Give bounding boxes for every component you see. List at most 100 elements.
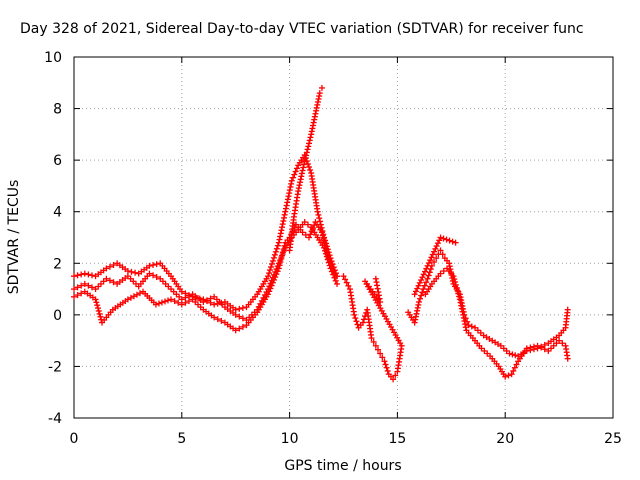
data-point-interp <box>383 364 390 371</box>
data-point-interp <box>392 372 399 379</box>
data-point-interp <box>453 284 460 291</box>
data-point-interp <box>155 300 162 307</box>
data-point <box>316 90 323 97</box>
data-point-interp <box>304 221 311 228</box>
data-point-interp <box>379 354 386 361</box>
data-point-interp <box>78 282 85 289</box>
data-point <box>508 371 515 378</box>
data-point-interp <box>321 239 328 246</box>
data-point-interp <box>305 143 312 150</box>
data-point <box>168 296 175 303</box>
plot-frame <box>73 56 614 419</box>
data-point-interp <box>96 310 103 317</box>
data-point <box>232 327 239 334</box>
data-point <box>299 167 306 174</box>
data-point-interp <box>281 242 288 249</box>
data-point <box>303 149 310 156</box>
data-point-interp <box>271 251 278 258</box>
data-point-interp <box>130 293 137 300</box>
x-tick-label: 25 <box>604 431 622 447</box>
data-point-interp <box>512 352 519 359</box>
data-point <box>318 84 325 91</box>
data-point-interp <box>352 315 359 322</box>
data-point <box>433 255 440 262</box>
data-point-interp <box>153 261 160 268</box>
data-point-interp <box>293 165 300 172</box>
data-point-interp <box>418 277 425 284</box>
y-tick-label: 8 <box>53 102 62 118</box>
data-point-interp <box>307 134 314 141</box>
data-point <box>152 301 159 308</box>
data-point-interp <box>331 267 338 274</box>
data-point-interp <box>300 164 307 171</box>
x-tick-label: 20 <box>496 431 514 447</box>
data-point-interp <box>559 340 566 347</box>
data-point-interp <box>384 367 391 374</box>
grid-lines <box>74 57 613 418</box>
data-point <box>381 358 388 365</box>
data-point <box>200 298 207 305</box>
data-point <box>452 239 459 246</box>
data-point-interp <box>74 284 81 291</box>
data-point-interp <box>272 274 279 281</box>
data-point <box>437 247 444 254</box>
data-point-interp <box>300 161 307 168</box>
data-point <box>265 273 272 280</box>
data-point-interp <box>272 248 279 255</box>
data-point-interp <box>353 318 360 325</box>
data-point-interp <box>214 316 221 323</box>
data-point <box>377 350 384 357</box>
data-point <box>211 314 218 321</box>
x-tick-label: 5 <box>177 431 186 447</box>
data-point <box>92 296 99 303</box>
data-point-interp <box>88 284 95 291</box>
data-point <box>372 342 379 349</box>
data-point-interp <box>291 171 298 178</box>
data-point-interp <box>277 258 284 265</box>
data-point-interp <box>302 155 309 162</box>
data-points <box>71 84 571 383</box>
data-point-interp <box>203 297 210 304</box>
data-point-interp <box>128 268 135 275</box>
data-point-interp <box>319 232 326 239</box>
data-point-interp <box>434 240 441 247</box>
data-point-interp <box>153 274 160 281</box>
data-point <box>81 270 88 277</box>
data-point-interp <box>110 279 117 286</box>
data-point-interp <box>309 225 316 232</box>
data-point <box>301 219 308 226</box>
data-point-interp <box>452 278 459 285</box>
data-point-interp <box>412 288 419 295</box>
data-point <box>502 373 509 380</box>
data-point-interp <box>316 215 323 222</box>
data-point <box>334 280 341 287</box>
data-point <box>534 342 541 349</box>
data-point-interp <box>110 262 117 269</box>
y-tick-label: 0 <box>53 308 62 324</box>
data-point-interp <box>511 364 518 371</box>
data-point-interp <box>417 295 424 302</box>
data-point <box>103 275 110 282</box>
data-point-interp <box>271 276 278 283</box>
data-point <box>318 229 325 236</box>
data-point-interp <box>323 248 330 255</box>
data-point-interp <box>541 346 548 353</box>
data-point <box>556 337 563 344</box>
data-point <box>314 208 321 215</box>
data-point-interp <box>429 251 436 258</box>
data-point-interp <box>456 293 463 300</box>
data-point-interp <box>527 344 534 351</box>
data-point-interp <box>449 238 456 245</box>
data-point-interp <box>468 323 475 330</box>
data-point <box>424 275 431 282</box>
data-point <box>368 335 375 342</box>
data-point-interp <box>440 268 447 275</box>
data-point <box>325 255 332 262</box>
data-point-interp <box>322 245 329 252</box>
data-point-interp <box>236 325 243 332</box>
data-point-interp <box>239 323 246 330</box>
data-point-interp <box>182 299 189 306</box>
data-point-interp <box>94 302 101 309</box>
data-point-interp <box>440 235 447 242</box>
data-point-interp <box>268 260 275 267</box>
